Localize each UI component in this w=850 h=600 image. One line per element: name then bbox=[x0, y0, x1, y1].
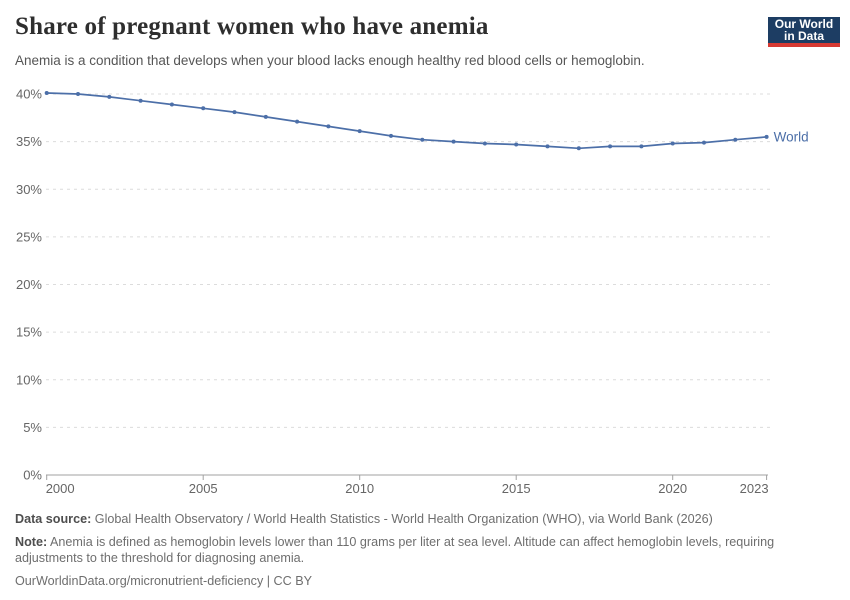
data-point bbox=[482, 141, 487, 146]
data-point bbox=[169, 102, 174, 107]
data-source-text: Global Health Observatory / World Health… bbox=[94, 512, 713, 526]
data-source-line: Data source: Global Health Observatory /… bbox=[15, 511, 815, 528]
data-point bbox=[263, 114, 268, 119]
x-axis-tick-label: 2023 bbox=[740, 481, 769, 496]
y-axis-tick-label: 40% bbox=[16, 87, 42, 102]
data-point bbox=[76, 92, 80, 96]
data-point bbox=[44, 91, 49, 95]
data-point bbox=[702, 140, 706, 145]
data-point bbox=[232, 110, 237, 115]
page-title: Share of pregnant women who have anemia bbox=[15, 13, 489, 40]
x-axis-tick-label: 2015 bbox=[502, 481, 531, 496]
data-point bbox=[764, 134, 769, 139]
data-point bbox=[451, 139, 456, 144]
owid-logo: Our World in Data bbox=[768, 17, 840, 47]
data-point bbox=[420, 137, 425, 142]
note-text: Anemia is defined as hemoglobin levels l… bbox=[15, 534, 775, 566]
y-axis-tick-label: 30% bbox=[16, 182, 42, 197]
data-point bbox=[670, 141, 675, 146]
chart-subtitle: Anemia is a condition that develops when… bbox=[15, 53, 645, 68]
data-point bbox=[514, 142, 519, 147]
y-axis-tick-label: 35% bbox=[16, 134, 42, 149]
data-point bbox=[545, 144, 550, 149]
data-point bbox=[576, 146, 581, 151]
y-axis-tick-label: 0% bbox=[23, 468, 42, 483]
data-point bbox=[326, 124, 331, 129]
y-axis-tick-label: 15% bbox=[16, 325, 42, 340]
x-axis-tick-label: 2000 bbox=[46, 481, 75, 496]
x-axis-tick-label: 2005 bbox=[189, 481, 218, 496]
series-end-label: World bbox=[774, 129, 809, 144]
note-label: Note: bbox=[15, 534, 48, 549]
data-point bbox=[201, 106, 206, 111]
data-point bbox=[357, 129, 362, 134]
y-axis-tick-label: 10% bbox=[16, 372, 42, 387]
line-series-world bbox=[46, 92, 767, 150]
data-point bbox=[295, 119, 300, 124]
data-source-label: Data source: bbox=[15, 512, 92, 526]
data-point bbox=[138, 98, 143, 103]
x-axis-tick-label: 2020 bbox=[658, 481, 687, 496]
data-point bbox=[608, 144, 613, 149]
data-point bbox=[107, 94, 112, 99]
data-point bbox=[639, 144, 644, 149]
data-point bbox=[733, 137, 738, 142]
x-axis-tick-label: 2010 bbox=[345, 481, 374, 496]
owid-logo-line2: in Data bbox=[783, 29, 824, 43]
line-chart: 0% 5% 10% 15% 20% 25% 30% 35% 40% 2000 2005 2010 201… bbox=[16, 87, 809, 497]
y-axis-tick-label: 5% bbox=[23, 420, 42, 435]
y-axis-tick-label: 20% bbox=[16, 277, 42, 292]
y-axis-tick-label: 25% bbox=[16, 229, 42, 244]
data-point bbox=[389, 133, 393, 138]
chart-footer: Data source: Global Health Observatory /… bbox=[15, 511, 815, 595]
citation-line: OurWorldinData.org/micronutrient-deficie… bbox=[15, 573, 312, 588]
owid-logo-line1: Our World bbox=[774, 16, 834, 31]
note-line: Note: Anemia is defined as hemoglobin le… bbox=[15, 534, 815, 567]
